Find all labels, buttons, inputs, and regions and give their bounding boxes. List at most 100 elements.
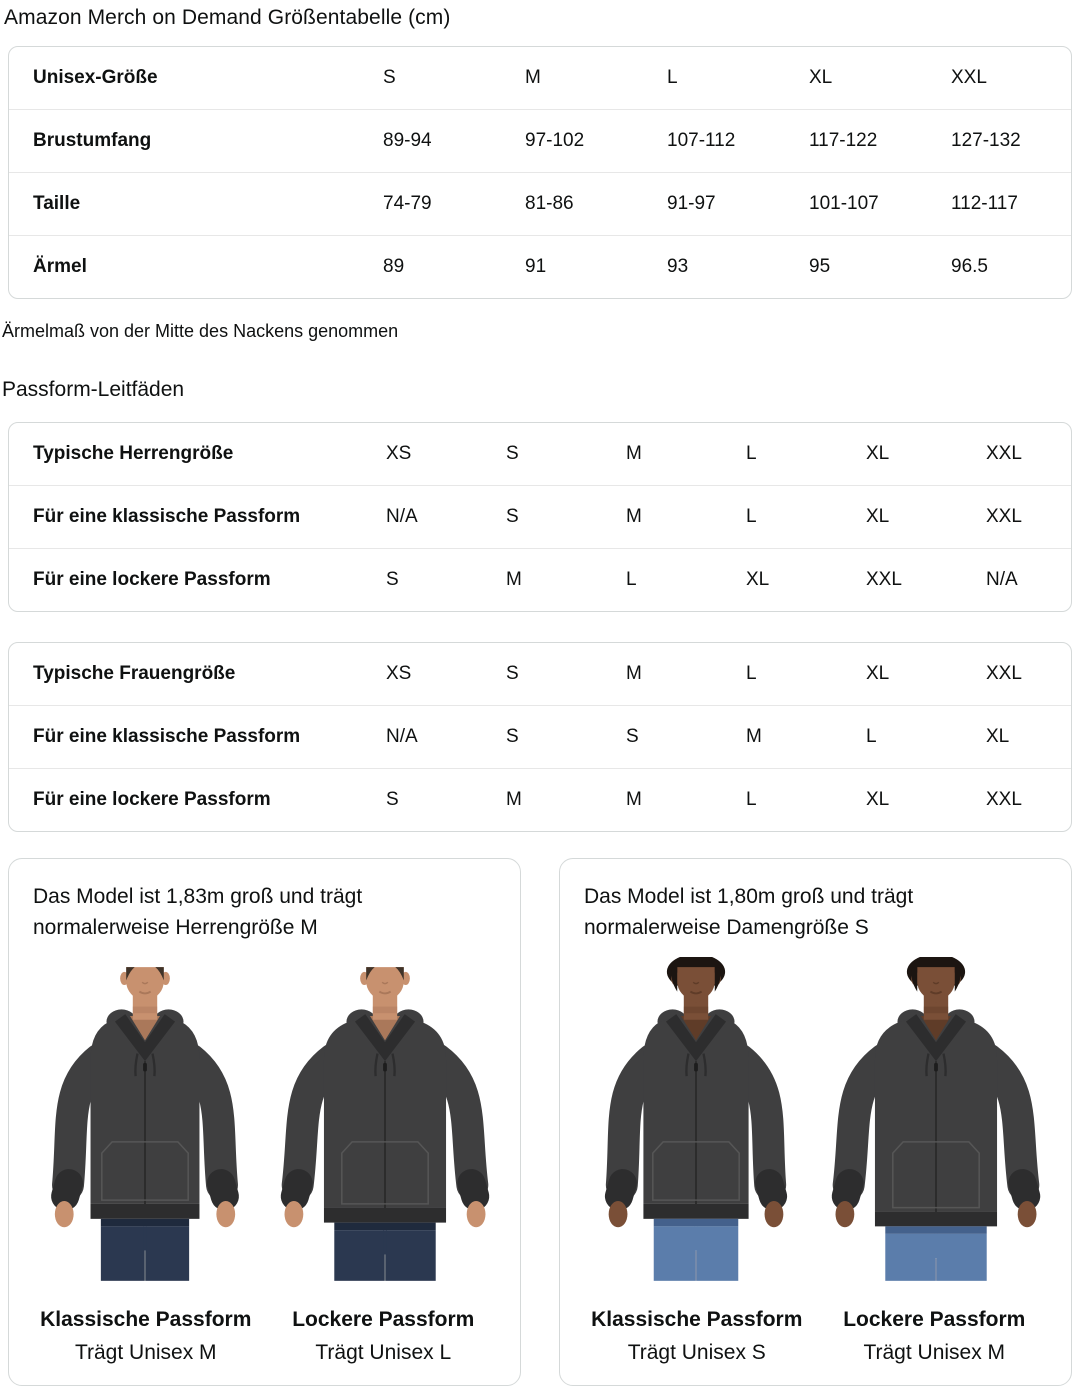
- size-value: XXL: [986, 789, 1022, 810]
- photo-captions: Klassische Passform Trägt Unisex M Locke…: [27, 1303, 502, 1369]
- table-row: Für eine lockere Passform S M M L XL XXL: [9, 769, 1071, 831]
- fit-label: Lockere Passform: [292, 1308, 475, 1331]
- size-value: N/A: [386, 486, 506, 549]
- size-col-header: XL: [866, 643, 986, 706]
- size-col-header: M: [626, 423, 746, 486]
- size-value: 91-97: [667, 173, 809, 236]
- size-col-header: M: [525, 47, 667, 110]
- womens-model-card: Das Model ist 1,80m groß und trägt norma…: [559, 858, 1072, 1386]
- size-value: XXL: [866, 569, 902, 590]
- size-col-header: S: [506, 643, 626, 706]
- size-value: N/A: [986, 569, 1018, 590]
- size-value: S: [506, 706, 626, 769]
- row-label: Typische Frauengröße: [9, 643, 386, 706]
- size-value: 74-79: [383, 173, 525, 236]
- size-value: 81-86: [525, 173, 667, 236]
- page-title: Amazon Merch on Demand Größentabelle (cm…: [4, 6, 451, 29]
- size-value: XXL: [986, 486, 1071, 549]
- size-value: 89-94: [383, 110, 525, 173]
- size-value: S: [386, 569, 399, 590]
- size-value: 101-107: [809, 173, 951, 236]
- size-value: 95: [809, 256, 831, 277]
- fit-label: Klassische Passform: [591, 1308, 803, 1331]
- row-label: Brustumfang: [9, 110, 383, 173]
- size-col-header: XS: [386, 423, 506, 486]
- fit-guides-heading: Passform-Leitfäden: [2, 378, 185, 401]
- row-label: Unisex-Größe: [9, 47, 383, 110]
- size-value: 107-112: [667, 110, 809, 173]
- model-photo-classic-fit: [37, 957, 253, 1291]
- size-col-header: M: [626, 643, 746, 706]
- size-chart-page: Amazon Merch on Demand Größentabelle (cm…: [0, 6, 1080, 1386]
- row-label: Ärmel: [33, 256, 87, 277]
- size-value: N/A: [386, 706, 506, 769]
- size-value: 117-122: [809, 110, 951, 173]
- size-worn-label: Trägt Unisex M: [863, 1341, 1006, 1364]
- sleeve-measure-note: Ärmelmaß von der Mitte des Nackens genom…: [2, 321, 399, 341]
- row-label: Für eine klassische Passform: [9, 486, 386, 549]
- table-row: Unisex-Größe S M L XL XXL: [9, 47, 1071, 110]
- row-label: Typische Herrengröße: [9, 423, 386, 486]
- mens-model-card: Das Model ist 1,83m groß und trägt norma…: [8, 858, 521, 1386]
- size-value: M: [626, 486, 746, 549]
- unisex-size-table: Unisex-Größe S M L XL XXL Brustumfang 89…: [8, 46, 1072, 299]
- womens-fit-table: Typische Frauengröße XS S M L XL XXL Für…: [8, 642, 1072, 832]
- size-value: L: [626, 569, 637, 590]
- size-value: M: [506, 569, 522, 590]
- size-value: S: [626, 706, 746, 769]
- size-value: XL: [746, 569, 770, 590]
- size-value: M: [746, 706, 866, 769]
- size-value: 97-102: [525, 110, 667, 173]
- row-label: Für eine klassische Passform: [9, 706, 386, 769]
- size-value: L: [746, 486, 866, 549]
- table-row: Für eine klassische Passform N/A S S M L…: [9, 706, 1071, 769]
- size-value: 93: [667, 256, 689, 277]
- table-row: Ärmel 89 91 93 95 96.5: [9, 236, 1071, 298]
- size-value: 96.5: [951, 256, 988, 277]
- size-value: S: [506, 486, 626, 549]
- size-col-header: XXL: [986, 423, 1071, 486]
- size-col-header: XXL: [986, 643, 1071, 706]
- size-value: 91: [525, 256, 547, 277]
- size-value: XL: [986, 706, 1071, 769]
- size-value: S: [386, 789, 399, 810]
- model-photo-classic-fit: [588, 957, 804, 1291]
- model-photo-loose-fit: [828, 957, 1044, 1291]
- size-col-header: XL: [866, 423, 986, 486]
- size-worn-label: Trägt Unisex L: [315, 1341, 452, 1364]
- photo-caption: Klassische Passform Trägt Unisex S: [578, 1303, 816, 1369]
- row-label: Für eine lockere Passform: [33, 569, 271, 590]
- model-cards: Das Model ist 1,83m groß und trägt norma…: [8, 858, 1072, 1386]
- size-value: 89: [383, 256, 405, 277]
- size-col-header: S: [506, 423, 626, 486]
- row-label: Für eine lockere Passform: [33, 789, 271, 810]
- size-worn-label: Trägt Unisex S: [627, 1341, 766, 1364]
- size-value: 112-117: [951, 173, 1071, 236]
- size-value: M: [626, 789, 642, 810]
- model-description: Das Model ist 1,80m groß und trägt norma…: [584, 885, 914, 939]
- fit-label: Lockere Passform: [843, 1308, 1026, 1331]
- table-row: Taille 74-79 81-86 91-97 101-107 112-117: [9, 173, 1071, 236]
- size-col-header: L: [667, 47, 809, 110]
- size-value: XL: [866, 486, 986, 549]
- photo-caption: Lockere Passform Trägt Unisex M: [816, 1303, 1054, 1369]
- mens-fit-table: Typische Herrengröße XS S M L XL XXL Für…: [8, 422, 1072, 612]
- size-col-header: XL: [809, 47, 951, 110]
- photo-captions: Klassische Passform Trägt Unisex S Locke…: [578, 1303, 1053, 1369]
- size-worn-label: Trägt Unisex M: [74, 1341, 217, 1364]
- table-row: Typische Frauengröße XS S M L XL XXL: [9, 643, 1071, 706]
- size-value: XL: [866, 789, 890, 810]
- table-row: Brustumfang 89-94 97-102 107-112 117-122…: [9, 110, 1071, 173]
- size-value: L: [746, 789, 757, 810]
- size-col-header: L: [746, 423, 866, 486]
- size-col-header: XS: [386, 643, 506, 706]
- model-photos: [578, 957, 1053, 1291]
- row-label: Taille: [9, 173, 383, 236]
- photo-caption: Klassische Passform Trägt Unisex M: [27, 1303, 265, 1369]
- model-photos: [27, 957, 502, 1291]
- table-row: Für eine klassische Passform N/A S M L X…: [9, 486, 1071, 549]
- size-value: 127-132: [951, 110, 1071, 173]
- size-value: L: [866, 706, 986, 769]
- table-row: Typische Herrengröße XS S M L XL XXL: [9, 423, 1071, 486]
- size-col-header: S: [383, 47, 525, 110]
